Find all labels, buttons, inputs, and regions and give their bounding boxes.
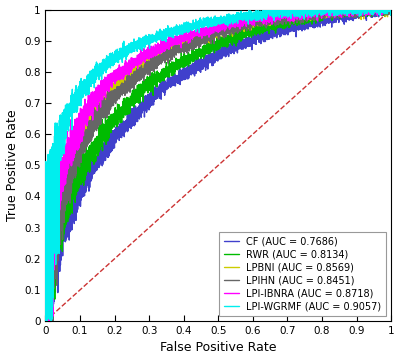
RWR (AUC = 0.8134): [43, 319, 48, 323]
LPIHN (AUC = 0.8451): [43, 319, 48, 323]
LPBNI (AUC = 0.8569): [316, 10, 321, 14]
LPI-IBNRA (AUC = 0.8718): [56, 177, 61, 182]
LPIHN (AUC = 0.8451): [43, 309, 48, 313]
LPI-IBNRA (AUC = 0.8718): [389, 8, 394, 12]
CF (AUC = 0.7686): [296, 25, 300, 29]
RWR (AUC = 0.8134): [310, 8, 315, 12]
LPI-WGRMF (AUC = 0.9057): [50, 177, 55, 181]
LPBNI (AUC = 0.8569): [43, 319, 48, 323]
LPIHN (AUC = 0.8451): [389, 8, 394, 12]
LPI-WGRMF (AUC = 0.9057): [43, 231, 48, 235]
CF (AUC = 0.7686): [74, 203, 78, 207]
CF (AUC = 0.7686): [43, 319, 48, 323]
RWR (AUC = 0.8134): [318, 10, 323, 15]
LPI-IBNRA (AUC = 0.8718): [50, 210, 54, 214]
CF (AUC = 0.7686): [389, 8, 394, 12]
CF (AUC = 0.7686): [61, 221, 66, 225]
RWR (AUC = 0.8134): [290, 14, 294, 18]
Line: RWR (AUC = 0.8134): RWR (AUC = 0.8134): [46, 10, 391, 321]
LPIHN (AUC = 0.8451): [213, 29, 218, 33]
LPIHN (AUC = 0.8451): [319, 12, 324, 17]
LPI-IBNRA (AUC = 0.8718): [208, 31, 213, 35]
RWR (AUC = 0.8134): [222, 33, 226, 38]
LPBNI (AUC = 0.8569): [293, 8, 298, 12]
Y-axis label: True Positive Rate: True Positive Rate: [6, 109, 18, 221]
CF (AUC = 0.7686): [229, 47, 234, 51]
Line: LPI-WGRMF (AUC = 0.9057): LPI-WGRMF (AUC = 0.9057): [46, 10, 391, 321]
LPI-WGRMF (AUC = 0.9057): [389, 8, 394, 12]
LPIHN (AUC = 0.8451): [310, 8, 315, 12]
LPBNI (AUC = 0.8569): [43, 312, 48, 317]
Line: LPBNI (AUC = 0.8569): LPBNI (AUC = 0.8569): [46, 10, 391, 321]
CF (AUC = 0.7686): [343, 8, 348, 12]
Legend: CF (AUC = 0.7686), RWR (AUC = 0.8134), LPBNI (AUC = 0.8569), LPIHN (AUC = 0.8451: CF (AUC = 0.7686), RWR (AUC = 0.8134), L…: [219, 232, 386, 316]
Line: LPI-IBNRA (AUC = 0.8718): LPI-IBNRA (AUC = 0.8718): [46, 10, 391, 321]
CF (AUC = 0.7686): [324, 21, 329, 26]
X-axis label: False Positive Rate: False Positive Rate: [160, 341, 276, 355]
LPIHN (AUC = 0.8451): [62, 182, 67, 186]
RWR (AUC = 0.8134): [57, 216, 62, 221]
LPBNI (AUC = 0.8569): [389, 8, 394, 12]
RWR (AUC = 0.8134): [68, 171, 73, 175]
LPI-IBNRA (AUC = 0.8718): [43, 319, 48, 323]
LPBNI (AUC = 0.8569): [50, 240, 55, 245]
LPI-IBNRA (AUC = 0.8718): [284, 12, 288, 16]
LPBNI (AUC = 0.8569): [212, 32, 217, 37]
LPI-WGRMF (AUC = 0.9057): [47, 293, 52, 297]
LPI-WGRMF (AUC = 0.9057): [43, 319, 48, 323]
LPIHN (AUC = 0.8451): [54, 220, 58, 224]
Line: CF (AUC = 0.7686): CF (AUC = 0.7686): [46, 10, 391, 321]
LPI-WGRMF (AUC = 0.9057): [200, 23, 205, 27]
LPBNI (AUC = 0.8569): [284, 16, 288, 20]
LPBNI (AUC = 0.8569): [58, 176, 63, 180]
LPI-WGRMF (AUC = 0.9057): [256, 8, 261, 12]
LPIHN (AUC = 0.8451): [286, 18, 291, 23]
LPI-IBNRA (AUC = 0.8718): [316, 10, 321, 14]
RWR (AUC = 0.8134): [43, 275, 48, 280]
CF (AUC = 0.7686): [44, 315, 49, 319]
LPI-WGRMF (AUC = 0.9057): [280, 8, 284, 13]
LPI-IBNRA (AUC = 0.8718): [262, 8, 267, 12]
RWR (AUC = 0.8134): [389, 8, 394, 12]
LPI-IBNRA (AUC = 0.8718): [43, 290, 48, 294]
LPI-WGRMF (AUC = 0.9057): [316, 8, 320, 12]
Line: LPIHN (AUC = 0.8451): LPIHN (AUC = 0.8451): [46, 10, 391, 321]
